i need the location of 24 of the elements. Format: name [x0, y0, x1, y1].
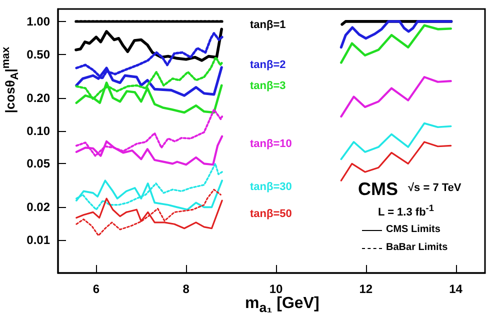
y-tick-label: 0.10	[26, 124, 50, 138]
x-axis-title: m$_{a₁}$ [GeV]	[245, 295, 320, 316]
y-tick-label: 0.05	[26, 156, 50, 171]
text: tanβ=1	[250, 19, 286, 31]
x-tick-label: 10	[269, 282, 283, 296]
y-tick-label: 0.01	[26, 233, 50, 248]
x-tick-label: 8	[182, 282, 190, 296]
text: tanβ=30	[250, 181, 292, 193]
y-tick-label: 0.50	[26, 47, 50, 62]
annotation: CMS Limits	[386, 224, 440, 235]
x-tick-label: 12	[359, 282, 373, 296]
x-tick-label: 14	[449, 282, 463, 296]
x-tick-label: 6	[92, 282, 100, 296]
annotation: L = 1.3 fb$^{-1}$	[378, 203, 434, 219]
text: tanβ=50	[250, 208, 292, 220]
y-tick-label: 0.02	[26, 200, 50, 214]
text: tanβ=2	[250, 59, 286, 71]
y-tick-label: 1.00	[26, 14, 50, 28]
y-tick-label: 0.20	[26, 90, 50, 105]
annotation: BaBar Limits	[386, 242, 448, 253]
annotation: CMS	[358, 179, 398, 199]
text: tanβ=3	[250, 80, 286, 92]
text: tanβ=10	[250, 138, 292, 150]
annotation: √s = 7 TeV	[408, 182, 462, 194]
